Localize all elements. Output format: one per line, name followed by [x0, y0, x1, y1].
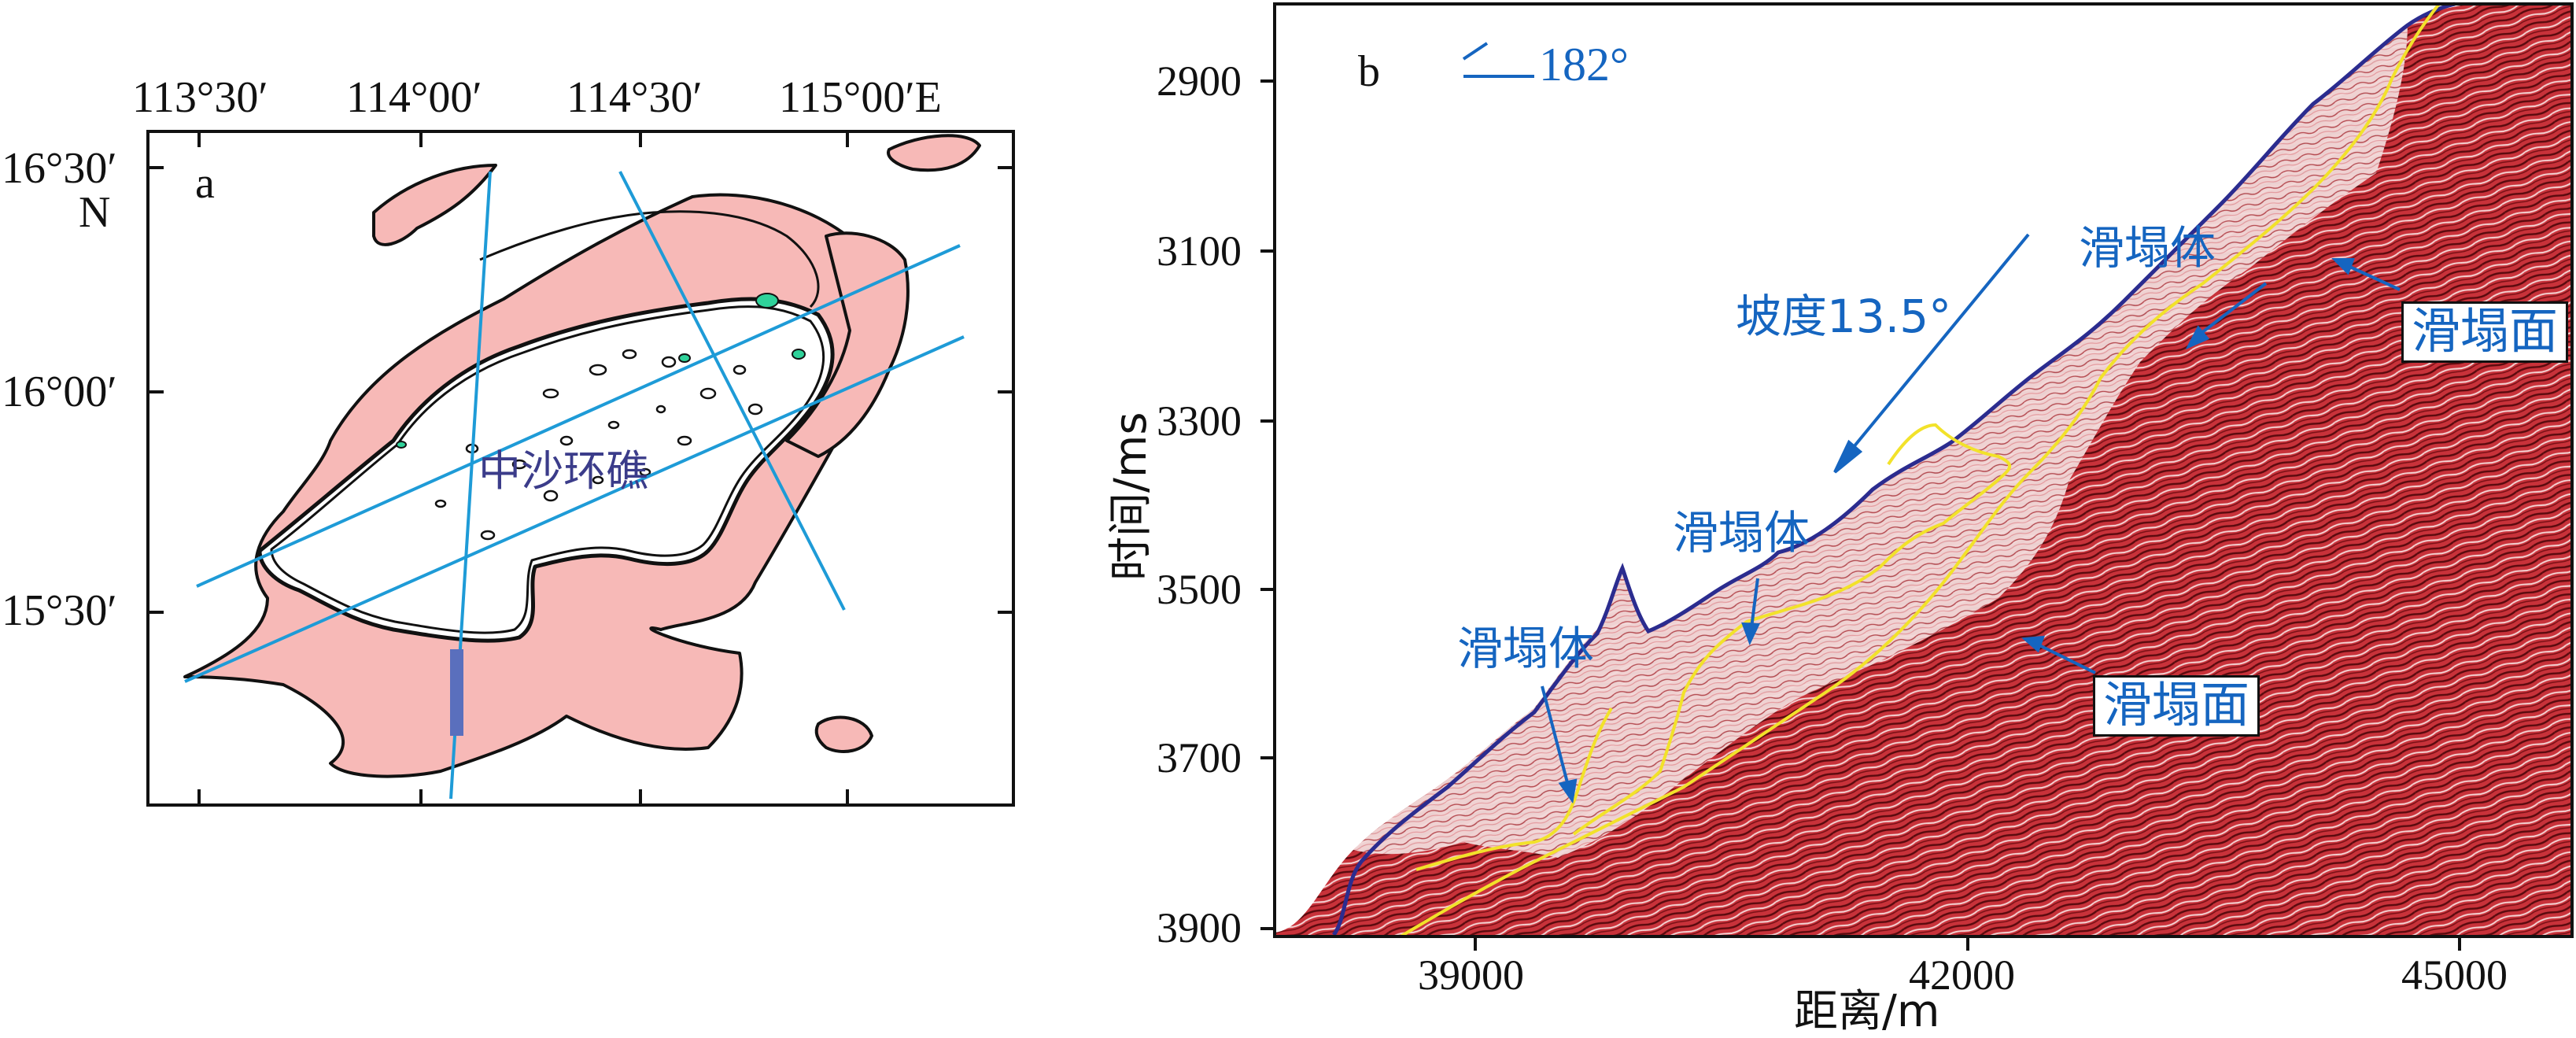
reef-patch	[511, 459, 527, 470]
lat-tick-label: 16°30′	[2, 144, 117, 193]
atoll-outer-rim	[257, 297, 835, 643]
x-tick-label: 39000	[1418, 951, 1524, 999]
reef-green-spot	[396, 441, 407, 449]
panel-a-label: a	[195, 159, 215, 208]
shelf-islet-se	[814, 715, 873, 753]
azimuth-label: 182°	[1539, 39, 1629, 91]
plot-frame	[1273, 2, 2574, 938]
slump-body-horizon-2	[1572, 423, 2012, 836]
reef-patch	[607, 420, 620, 430]
y-tick-label: 3100	[1157, 227, 1242, 275]
reef-patch	[589, 364, 607, 376]
slide-body-label-low: 滑塌体	[1457, 622, 1595, 675]
slide-body-label-mid: 滑塌体	[1673, 506, 1810, 560]
atoll-name-label: 中沙环礁	[478, 446, 648, 496]
reef-patch	[559, 435, 574, 446]
x-axis-label: 距离/m	[1794, 986, 1940, 1037]
atoll-inner-rim	[270, 305, 825, 634]
slump-zone-light	[1353, 24, 2408, 858]
lat-tick-label: 15°30′	[2, 586, 117, 635]
shelf-islet-ne	[887, 134, 981, 172]
reef-patches	[434, 349, 763, 541]
reef-patch	[677, 435, 692, 446]
slope-arrow	[1833, 233, 2030, 474]
reef-patch	[542, 388, 559, 399]
azimuth-symbol	[1462, 42, 1534, 78]
reef-patch	[699, 387, 717, 400]
slump-body-horizon-1	[1415, 707, 1613, 871]
reef-patch	[747, 403, 763, 416]
map-frame	[146, 130, 1015, 807]
y-axis-label: 时间/ms	[1105, 412, 1157, 581]
reef-patch	[480, 530, 496, 541]
x-tick-label: 45000	[2401, 951, 2508, 999]
slide-surface-label-upper: 滑塌面	[2401, 301, 2569, 363]
seismic-profile	[1260, 2, 2574, 951]
reef-green-spot	[755, 293, 779, 308]
reef-patch	[733, 364, 747, 375]
x-tick-label: 42000	[1909, 951, 2015, 999]
y-tick-label: 3700	[1157, 734, 1242, 781]
north-label: N	[79, 188, 111, 237]
pointer-arrows	[1541, 258, 2401, 804]
reef-patch	[639, 467, 651, 477]
atoll-mid-rim	[479, 210, 820, 308]
lon-tick-label: 115°00′E	[779, 73, 942, 122]
lon-tick-label: 113°30′	[132, 73, 268, 122]
reef-green-spots	[396, 293, 806, 449]
reef-green-spot	[792, 349, 806, 360]
atoll-rim	[257, 210, 835, 643]
y-tick-label: 3900	[1157, 904, 1242, 951]
panel-b-seismic: b 182° 坡度13.5° 滑塌体 滑塌体 滑塌体 滑塌面 滑塌面 2900 …	[1086, 0, 2576, 1038]
slump-horizons	[1399, 2, 2441, 938]
slide-surface-horizon	[1399, 2, 2441, 938]
location-map	[146, 130, 1015, 807]
reef-green-spot	[678, 353, 691, 363]
reef-patch	[592, 475, 604, 485]
survey-line-sw-ne-2	[184, 335, 965, 683]
lon-tick-label: 114°30′	[566, 73, 703, 122]
lat-tick-label: 16°00′	[2, 368, 117, 416]
seafloor-reflector	[1331, 2, 2456, 936]
y-axis-ticks	[1260, 79, 1275, 930]
slide-body-label-top: 滑塌体	[2079, 221, 2216, 275]
reef-patch	[434, 499, 447, 508]
x-axis-ticks	[1474, 936, 2461, 951]
lon-tick-label: 114°00′	[346, 73, 482, 122]
reef-patch	[661, 356, 677, 368]
y-tick-label: 3300	[1157, 397, 1242, 445]
reef-patch	[622, 349, 637, 360]
survey-line-sw-ne-1	[196, 244, 961, 588]
y-tick-label: 3500	[1157, 566, 1242, 613]
slide-surface-label-lower: 滑塌面	[2093, 675, 2260, 737]
panel-a-map: 113°30′ 114°00′ 114°30′ 115°00′E 16°30′ …	[0, 0, 1046, 1038]
reef-patch	[655, 404, 666, 414]
reef-patch	[543, 489, 559, 502]
survey-line-nw-se	[618, 171, 846, 611]
y-tick-label: 2900	[1157, 57, 1242, 105]
shelf-islet-nw	[372, 164, 497, 246]
panel-b-label: b	[1358, 47, 1380, 96]
map-ticks	[148, 131, 1013, 805]
slope-label: 坡度13.5°	[1736, 290, 1952, 343]
profile-location-marker	[450, 649, 463, 736]
